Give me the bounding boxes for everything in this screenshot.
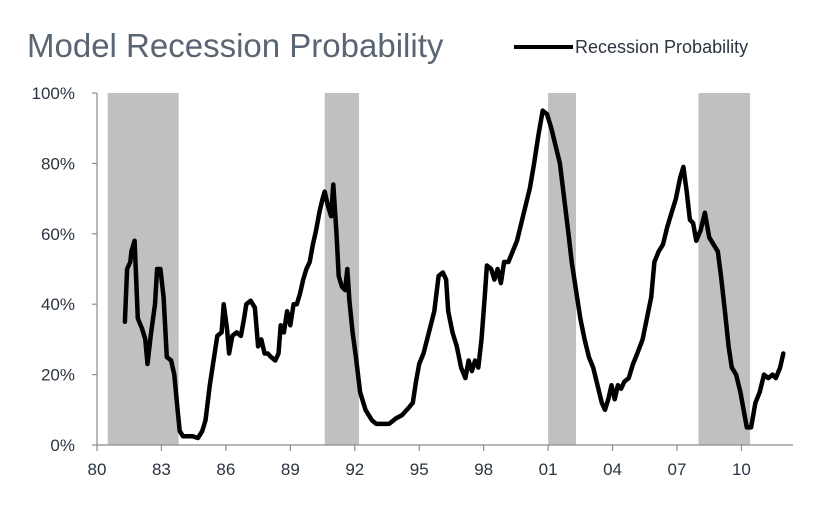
recession-band-1 (107, 93, 179, 445)
x-tick-label: 04 (603, 460, 622, 479)
x-tick-label: 86 (216, 460, 235, 479)
legend: Recession Probability (514, 37, 748, 57)
x-tick-label: 10 (732, 460, 751, 479)
y-tick-label: 40% (41, 295, 75, 314)
series-line-recession-probability (122, 108, 786, 441)
x-tick-label: 80 (88, 460, 107, 479)
x-tick-label: 07 (668, 460, 687, 479)
x-axis-ticks: 80 83 86 89 92 95 98 01 04 07 10 (88, 445, 751, 479)
legend-label: Recession Probability (575, 37, 748, 57)
y-tick-label: 100% (32, 84, 75, 103)
y-tick-label: 20% (41, 366, 75, 385)
x-tick-label: 89 (281, 460, 300, 479)
x-tick-label: 98 (474, 460, 493, 479)
x-tick-label: 95 (410, 460, 429, 479)
series-lines (122, 108, 786, 441)
recession-bands (107, 93, 751, 445)
recession-band-4 (698, 93, 751, 445)
recession-band-2 (324, 93, 360, 445)
chart-title: Model Recession Probability (27, 27, 444, 64)
x-tick-label: 01 (539, 460, 558, 479)
x-tick-label: 83 (152, 460, 171, 479)
y-tick-label: 0% (50, 436, 75, 455)
y-tick-label: 80% (41, 154, 75, 173)
y-tick-label: 60% (41, 225, 75, 244)
x-tick-label: 92 (345, 460, 364, 479)
y-axis-ticks: 0% 20% 40% 60% 80% 100% (32, 84, 97, 455)
